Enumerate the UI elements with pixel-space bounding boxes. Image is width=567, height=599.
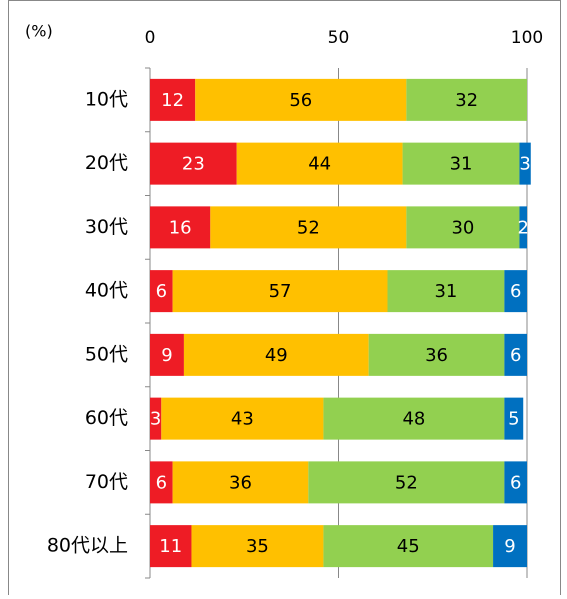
data-label: 32: [455, 90, 478, 111]
data-label: 3: [150, 409, 161, 430]
data-label: 5: [508, 409, 519, 430]
bar-segment: [183, 333, 369, 376]
data-label: 9: [504, 536, 515, 557]
data-label: 52: [395, 472, 418, 493]
bar-segment: [150, 270, 173, 313]
y-tick-label: 30代: [85, 216, 128, 238]
bar-segment: [150, 206, 211, 249]
bar-segment: [210, 206, 407, 249]
data-label: 31: [450, 154, 473, 175]
bar-segment: [323, 397, 505, 440]
y-tick-label: 70代: [85, 471, 128, 493]
bar-segment: [172, 270, 388, 313]
data-label: 11: [159, 536, 182, 557]
data-label: 36: [229, 472, 252, 493]
bar-segment: [161, 397, 324, 440]
frame: [8, 0, 561, 599]
data-label: 6: [510, 345, 521, 366]
data-label: 31: [434, 281, 457, 302]
data-label: 52: [297, 217, 320, 238]
data-label: 43: [231, 409, 254, 430]
bar-segment: [191, 525, 324, 568]
bar-segment: [406, 206, 520, 249]
bar-segment: [504, 270, 527, 313]
data-label: 23: [182, 154, 205, 175]
bar-segment: [504, 397, 524, 440]
x-tick-label: 100: [511, 28, 543, 48]
bar-segment: [150, 461, 173, 504]
bar-segment: [150, 397, 162, 440]
y-tick-label: 80代以上: [47, 535, 128, 557]
x-tick-label: 50: [328, 28, 350, 48]
bar-segment: [150, 333, 184, 376]
bar-segment: [308, 461, 505, 504]
bar-segment: [172, 461, 309, 504]
y-tick-label: 10代: [85, 88, 128, 110]
data-label: 9: [161, 345, 172, 366]
data-label: 57: [269, 281, 292, 302]
unit-label: (%): [25, 22, 53, 41]
data-label: 16: [169, 217, 192, 238]
data-label: 2: [518, 217, 529, 238]
bar-segment: [504, 461, 527, 504]
bar-segment: [150, 525, 192, 568]
data-label: 44: [308, 154, 331, 175]
data-label: 3: [519, 154, 530, 175]
data-label: 6: [156, 281, 167, 302]
bar-segment: [387, 270, 505, 313]
data-label: 30: [451, 217, 474, 238]
bar-segment: [406, 78, 527, 121]
data-label: 12: [161, 90, 184, 111]
data-label: 35: [246, 536, 269, 557]
data-label: 49: [265, 345, 288, 366]
y-tick-label: 20代: [85, 152, 128, 174]
bar-segment: [519, 206, 527, 249]
data-label: 36: [425, 345, 448, 366]
bar-segment: [504, 333, 527, 376]
bar-segment: [236, 142, 403, 185]
bar-segment: [368, 333, 505, 376]
data-label: 6: [510, 472, 521, 493]
y-tick-label: 40代: [85, 280, 128, 302]
bar-segment: [519, 142, 531, 185]
data-label: 45: [397, 536, 420, 557]
y-tick-label: 60代: [85, 407, 128, 429]
data-label: 6: [156, 472, 167, 493]
bar-segment: [150, 142, 237, 185]
bar-segment: [195, 78, 407, 121]
bar-segment: [323, 525, 494, 568]
data-label: 6: [510, 281, 521, 302]
x-tick-label: 0: [145, 28, 156, 48]
bar-segment: [402, 142, 520, 185]
y-tick-label: 50代: [85, 343, 128, 365]
bar-segment: [493, 525, 527, 568]
bar-segment: [150, 78, 196, 121]
data-label: 48: [402, 409, 425, 430]
data-label: 56: [289, 90, 312, 111]
